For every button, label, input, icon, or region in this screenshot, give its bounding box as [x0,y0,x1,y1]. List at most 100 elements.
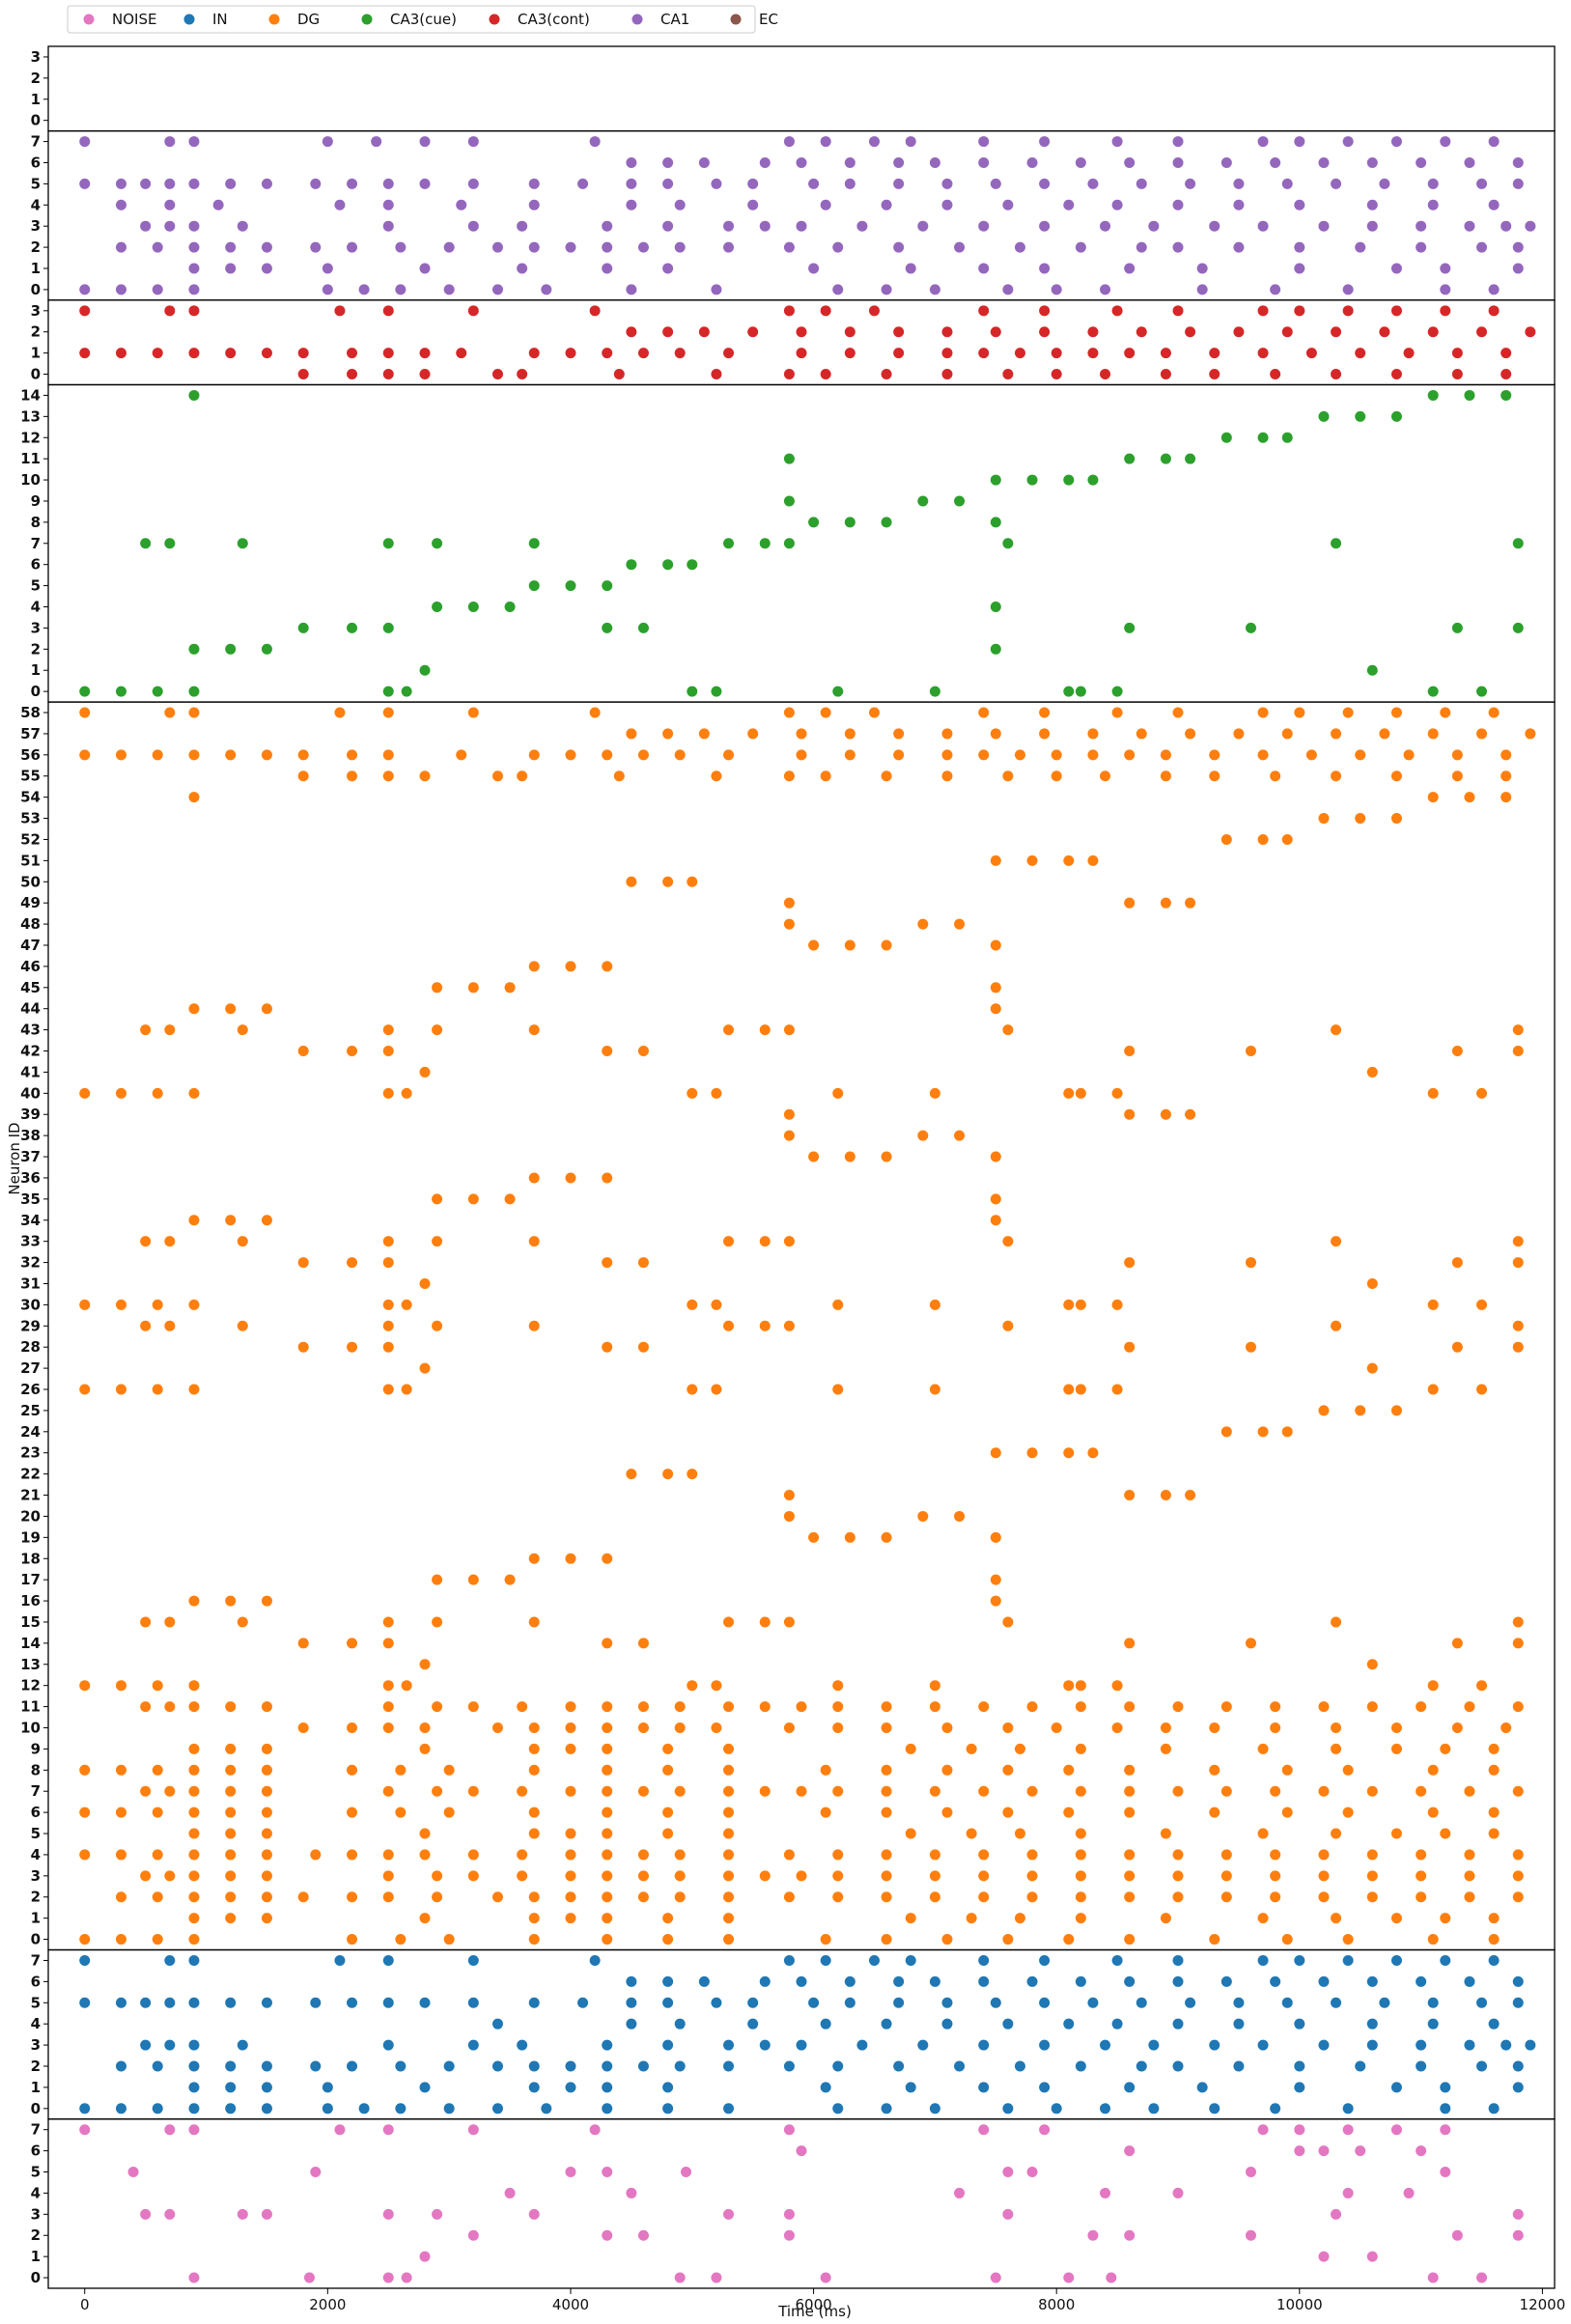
spike-in-47 [152,2060,163,2072]
spike-ca3-cue-61 [1063,474,1075,486]
spike-ca3-cont-46 [1087,348,1099,359]
spike-dg-271 [1111,1722,1123,1733]
spike-dg-0 [79,1934,91,1946]
spike-dg-268 [941,1722,953,1733]
spike-dg-4 [347,1934,358,1946]
spike-dg-141 [528,1828,540,1839]
raster-panels: 0123012345670123012345678910111213140123… [20,45,1556,2289]
spike-in-62 [783,2060,795,2072]
spike-dg-190 [602,1785,613,1797]
spike-in-65 [954,2060,966,2072]
spike-ca1-69 [1476,241,1488,253]
spike-in-52 [347,2060,358,2072]
spike-in-27 [188,2082,200,2093]
spike-dg-242 [662,1743,674,1754]
spike-dg-282 [225,1701,237,1713]
spike-dg-447 [140,1236,152,1247]
ytick-label-dg-25: 25 [20,1402,41,1419]
spike-dg-148 [1014,1828,1025,1839]
spike-dg-482 [115,1087,126,1099]
x-axis: 0 2000 4000 6000 8000 10000 12000 [80,2288,1565,2313]
spike-in-31 [419,2082,431,2093]
spike-dg-166 [602,1806,613,1818]
spike-in-144 [1185,1997,1196,2008]
spike-ca1-44 [225,241,237,253]
spike-dg-239 [528,1743,540,1754]
spike-ca1-65 [1233,241,1245,253]
ytick-label-ca3-cue-0: 0 [31,683,41,700]
spike-in-154 [698,1975,710,1987]
spike-dg-281 [188,1701,200,1713]
spike-ca3-cue-69 [1281,432,1293,443]
spike-ca3-cont-2 [382,369,394,380]
spike-dg-93 [1026,1870,1038,1882]
spike-dg-537 [783,897,795,909]
spike-dg-13 [941,1934,953,1946]
spike-dg-17 [1209,1934,1220,1946]
spike-in-132 [626,1997,637,2008]
spike-dg-652 [1488,707,1500,718]
spike-dg-523 [432,982,443,994]
spike-in-36 [820,2082,831,2093]
spike-dg-71 [1464,1891,1475,1903]
spike-ca3-cont-7 [711,369,722,380]
spike-ca1-13 [881,284,892,295]
spike-ca1-157 [796,156,807,168]
ytick-label-dg-14: 14 [20,1635,41,1652]
spike-dg-497 [1366,1066,1378,1078]
spike-ca3-cue-31 [467,602,479,612]
spike-dg-560 [382,770,394,782]
ytick-label-noise-0: 0 [31,2269,41,2286]
spike-in-9 [443,2103,455,2114]
spike-ca1-160 [929,156,940,168]
spike-ca3-cue-55 [990,517,1001,528]
spike-ca1-188 [1172,136,1184,148]
spike-ca3-cue-50 [1331,538,1342,549]
spike-dg-647 [1257,707,1269,718]
spike-dg-586 [297,749,309,761]
spike-dg-599 [941,749,953,761]
spike-ca3-cue-45 [528,538,540,549]
spike-dg-581 [115,749,126,761]
spike-dg-66 [1220,1891,1232,1903]
spike-noise-45 [565,2167,576,2178]
spike-dg-317 [711,1680,722,1692]
spike-dg-122 [832,1849,844,1861]
spike-ca1-86 [1039,220,1051,232]
spike-dg-82 [565,1870,576,1882]
spike-ca1-107 [820,199,831,210]
spike-dg-479 [1160,1108,1171,1120]
spike-dg-39 [1440,1913,1451,1924]
spike-dg-331 [637,1638,649,1649]
ytick-label-dg-43: 43 [20,1022,41,1039]
spike-dg-480 [1185,1108,1196,1120]
spike-dg-366 [783,1490,795,1501]
spike-noise-41 [1342,2187,1354,2198]
spike-in-102 [491,2018,503,2030]
panel-noise: 0 1 2 3 4 5 6 7 [31,2118,1556,2289]
spike-dg-544 [990,854,1001,866]
spike-dg-65 [1172,1891,1184,1903]
spike-ca3-cont-57 [662,326,674,338]
spike-dg-213 [152,1764,163,1776]
spike-dg-585 [261,749,272,761]
spike-in-44 [1440,2082,1451,2093]
spike-dg-325 [419,1659,431,1670]
spike-dg-267 [881,1722,892,1733]
spike-noise-51 [1440,2167,1451,2178]
spike-ca3-cue-32 [504,602,516,612]
spike-dg-158 [152,1806,163,1818]
spike-ca1-67 [1355,241,1366,253]
spike-ca3-cue-56 [783,495,795,507]
spike-noise-49 [1026,2167,1038,2178]
spike-dg-180 [140,1785,152,1797]
spike-dg-202 [1124,1785,1136,1797]
spike-ca3-cue-11 [1075,686,1086,697]
spike-ca1-110 [1002,199,1014,210]
spike-ca3-cue-74 [1427,389,1439,401]
spike-dg-424 [188,1299,200,1310]
spike-ca1-136 [747,178,759,189]
spike-dg-605 [1160,749,1171,761]
ytick-label-ca3-cue-1: 1 [31,661,41,679]
spike-dg-464 [467,1193,479,1205]
